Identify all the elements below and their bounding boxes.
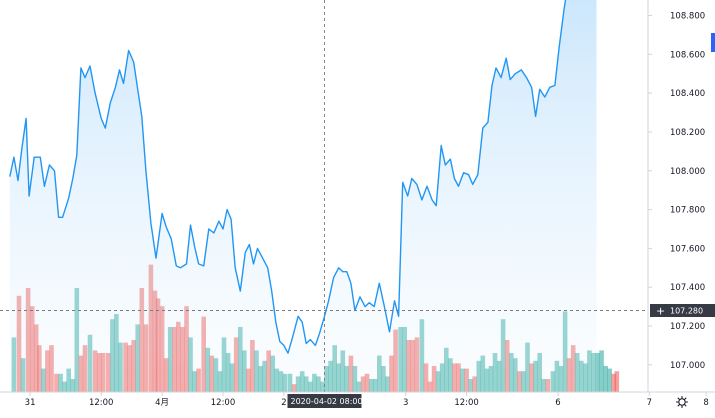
y-tick-label: 108.600: [670, 50, 705, 60]
volume-bar: [599, 350, 604, 392]
crosshair: [0, 0, 648, 392]
volume-bar: [611, 373, 617, 392]
x-tick-label: 3: [403, 398, 408, 408]
price-label-background: [650, 304, 715, 317]
x-tick-label: 12:00: [211, 398, 236, 408]
x-tick-label: 12:00: [454, 398, 479, 408]
y-tick-label: 107.000: [670, 361, 705, 371]
volume-bar: [614, 371, 620, 392]
x-tick-label: 7: [647, 398, 652, 408]
x-tick-label: 31: [25, 398, 36, 408]
volume-bar: [595, 353, 600, 392]
crosshair-time-label: 2020-04-02 08:00: [291, 397, 363, 406]
x-axis[interactable]: 31 12:00 4月 12:00 2 3 12:00 6 7 8: [0, 391, 715, 408]
crosshair-price-label: 107.280: [670, 307, 703, 316]
price-area-group: [9, 0, 597, 392]
x-tick-label: 2: [281, 398, 286, 408]
price-area: [9, 0, 597, 392]
y-tick-label: 107.600: [670, 244, 705, 254]
price-crosshair-label: + 107.280: [650, 304, 715, 318]
time-crosshair-label: 2020-04-02 08:00: [287, 394, 363, 408]
volume-bar: [603, 366, 608, 392]
y-tick-label: 107.800: [670, 206, 705, 216]
y-axis[interactable]: 108.800 108.600 108.400 108.200 108.000 107.8…: [647, 0, 705, 392]
side-panel-tab[interactable]: [711, 33, 715, 52]
y-tick-label: 108.800: [670, 12, 705, 22]
settings-gear-icon[interactable]: [675, 395, 689, 409]
plus-icon[interactable]: +: [656, 305, 665, 318]
x-tick-label: 8: [703, 398, 708, 408]
y-tick-label: 108.000: [670, 167, 705, 177]
x-tick-label: 12:00: [89, 398, 114, 408]
y-tick-label: 108.400: [670, 89, 705, 99]
x-tick-label: 4月: [155, 398, 169, 408]
price-line: [9, 0, 567, 354]
y-tick-label: 108.200: [670, 128, 705, 138]
y-tick-label: 107.400: [670, 283, 705, 293]
x-tick-label: 6: [555, 398, 560, 408]
volume-bar: [607, 368, 612, 392]
y-tick-label: 107.200: [670, 322, 705, 332]
time-label-background: [287, 394, 362, 408]
